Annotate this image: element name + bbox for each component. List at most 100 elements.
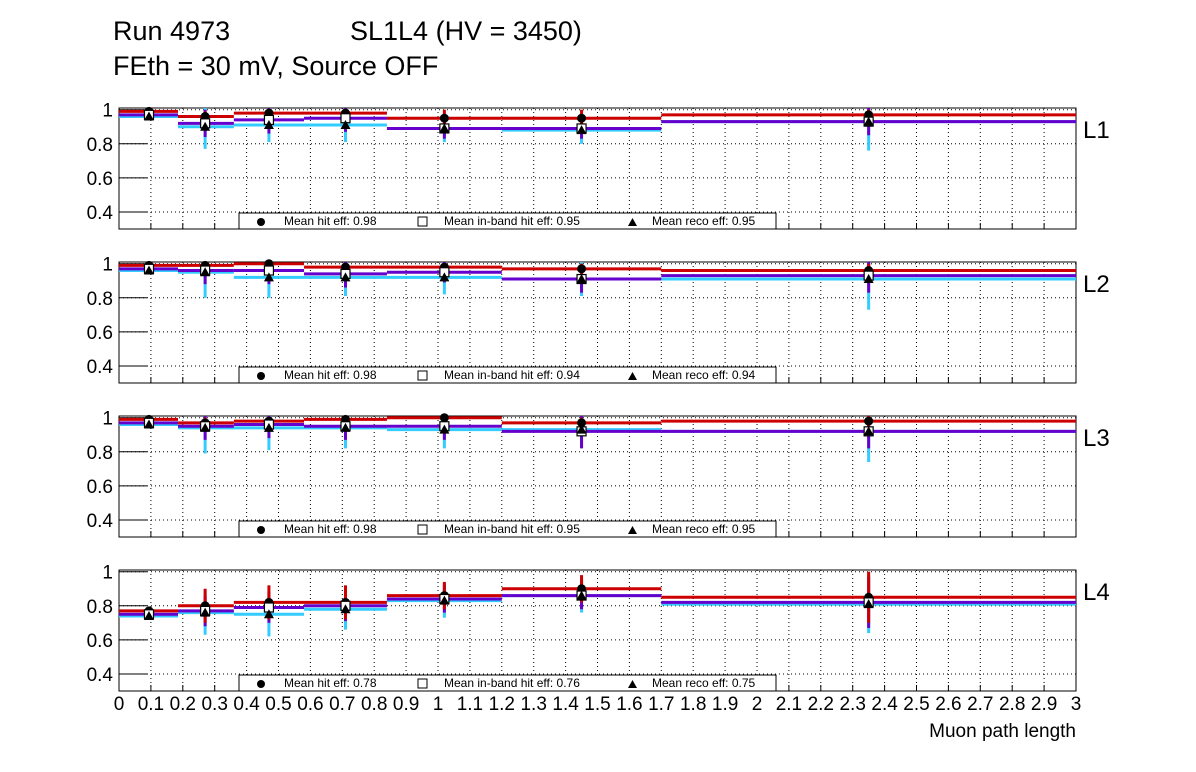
x-tick-label: 2.5 (903, 694, 929, 715)
marker-reco-eff (143, 611, 154, 621)
marker-reco-eff (263, 120, 274, 130)
x-tick-label: 2.1 (776, 694, 802, 715)
marker-reco-eff (863, 274, 874, 284)
marker-reco-eff (263, 609, 274, 619)
marker-reco-eff (200, 607, 211, 617)
legend-reco-marker (628, 680, 637, 688)
marker-reco-eff (439, 123, 450, 133)
marker-reco-eff (863, 426, 874, 436)
panel-label-l3: L3 (1083, 425, 1110, 452)
y-tick-label: 0.8 (87, 135, 113, 156)
marker-reco-eff (200, 267, 211, 277)
legend-inband-label: Mean in-band hit eff: 0.76 (444, 676, 580, 690)
y-tick-label: 0.4 (87, 357, 114, 378)
x-tick-label: 1.9 (712, 694, 738, 715)
x-tick-label: 0.4 (233, 694, 260, 715)
x-tick-label: 3 (1071, 694, 1082, 715)
marker-reco-eff (340, 272, 351, 282)
marker-reco-eff (143, 265, 154, 275)
marker-reco-eff (263, 422, 274, 432)
x-tick-label: 2.8 (999, 694, 1025, 715)
marker-hit-eff (439, 113, 449, 123)
chamber-title: SL1L4 (HV = 3450) (350, 16, 582, 46)
legend-hit-marker (257, 218, 265, 226)
y-tick-label: 0.4 (87, 203, 114, 224)
legend-inband-label: Mean in-band hit eff: 0.95 (444, 214, 580, 228)
legend-reco-label: Mean reco eff: 0.95 (652, 214, 756, 228)
panel-label-l2: L2 (1083, 271, 1110, 298)
marker-reco-eff (143, 111, 154, 121)
marker-reco-eff (863, 599, 874, 609)
marker-reco-eff (340, 604, 351, 614)
marker-reco-eff (143, 419, 154, 429)
marker-reco-eff (576, 274, 587, 284)
x-tick-label: 1.6 (616, 694, 642, 715)
legend-reco-marker (628, 372, 637, 380)
x-tick-label: 2.3 (839, 694, 865, 715)
legend-hit-label: Mean hit eff: 0.98 (284, 368, 377, 382)
y-tick-label: 0.6 (87, 631, 113, 652)
legend-reco-marker (628, 218, 637, 226)
x-tick-label: 0.2 (170, 694, 196, 715)
legend-box (238, 366, 777, 384)
legend-inband-marker (417, 370, 428, 381)
x-tick-label: 1.4 (552, 694, 579, 715)
y-tick-label: 1 (102, 563, 113, 584)
conditions-title: FEth = 30 mV, Source OFF (113, 51, 439, 81)
marker-hit-eff (577, 264, 587, 274)
marker-reco-eff (863, 116, 874, 126)
marker-reco-eff (439, 424, 450, 434)
x-tick-label: 2.7 (967, 694, 993, 715)
x-tick-label: 0 (114, 694, 125, 715)
x-tick-label: 2.2 (808, 694, 834, 715)
legend-hit-marker (257, 680, 265, 688)
panel-label-l4: L4 (1083, 579, 1110, 606)
x-tick-label: 1.7 (648, 694, 674, 715)
marker-reco-eff (576, 590, 587, 600)
x-tick-label: 0.6 (297, 694, 323, 715)
marker-hit-eff (577, 113, 587, 123)
marker-reco-eff (200, 422, 211, 432)
x-tick-label: 0.9 (393, 694, 419, 715)
x-tick-label: 2 (752, 694, 763, 715)
legend-hit-marker (257, 372, 265, 380)
x-tick-label: 0.8 (361, 694, 387, 715)
run-title: Run 4973 (113, 16, 231, 46)
legend-inband-marker (417, 678, 428, 689)
y-tick-label: 0.6 (87, 323, 113, 344)
y-tick-label: 1 (102, 255, 113, 276)
x-tick-label: 1.8 (680, 694, 706, 715)
y-tick-label: 0.8 (87, 597, 113, 618)
legend-reco-marker (628, 526, 637, 534)
legend-reco-label: Mean reco eff: 0.94 (652, 368, 756, 382)
legend-inband-label: Mean in-band hit eff: 0.95 (444, 522, 580, 536)
marker-reco-eff (263, 272, 274, 282)
y-tick-label: 0.6 (87, 169, 113, 190)
marker-reco-eff (576, 125, 587, 135)
legend-inband-label: Mean in-band hit eff: 0.94 (444, 368, 580, 382)
x-tick-label: 0.5 (265, 694, 291, 715)
marker-reco-eff (576, 424, 587, 434)
x-tick-label: 2.6 (935, 694, 961, 715)
x-tick-label: 1.2 (489, 694, 515, 715)
x-axis-title: Muon path length (929, 721, 1076, 742)
x-tick-label: 1.3 (520, 694, 546, 715)
y-tick-label: 1 (102, 101, 113, 122)
y-tick-label: 0.4 (87, 665, 114, 686)
x-tick-label: 0.7 (329, 694, 355, 715)
x-tick-label: 1 (433, 694, 444, 715)
marker-hit-eff (439, 413, 449, 423)
legend-hit-marker (257, 526, 265, 534)
x-tick-label: 2.4 (871, 694, 898, 715)
x-tick-label: 1.5 (584, 694, 610, 715)
y-tick-label: 0.6 (87, 477, 113, 498)
marker-reco-eff (200, 121, 211, 131)
legend-box (238, 674, 777, 692)
marker-reco-eff (439, 595, 450, 605)
legend-hit-label: Mean hit eff: 0.98 (284, 214, 377, 228)
legend-reco-label: Mean reco eff: 0.95 (652, 522, 756, 536)
legend-inband-marker (417, 524, 428, 535)
legend-box (238, 520, 777, 538)
panel-label-l1: L1 (1083, 117, 1110, 144)
